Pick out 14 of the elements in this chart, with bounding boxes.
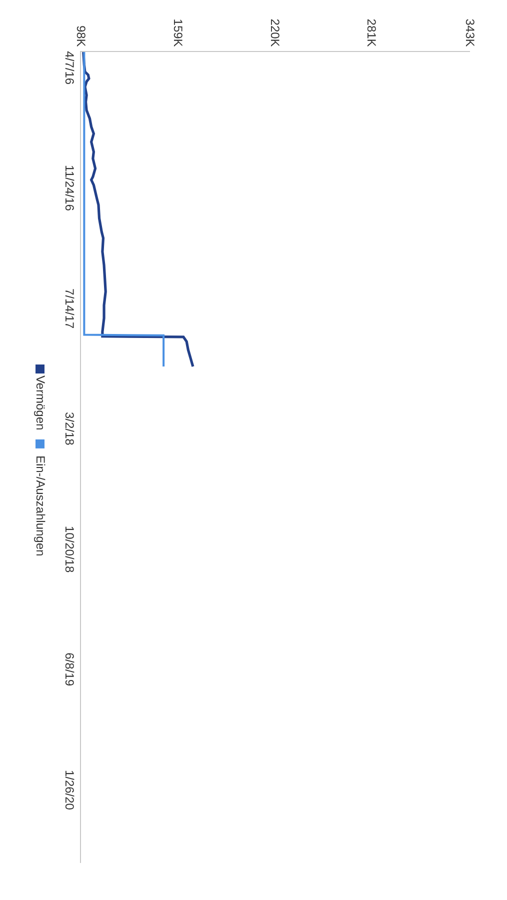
y-tick-label: 1/26/20 (62, 770, 77, 810)
x-tick-label: 220K (268, 18, 282, 47)
x-tick-label: 281K (364, 18, 379, 47)
y-tick-label: 11/24/16 (62, 165, 77, 212)
y-tick-label: 7/14/17 (62, 288, 77, 329)
legend-label: Vermögen (33, 375, 48, 430)
y-tick-label: 4/7/16 (62, 51, 77, 85)
x-tick-label: 98K (74, 25, 88, 47)
x-tick-label: 159K (170, 18, 185, 47)
y-tick-label: 10/20/18 (62, 526, 77, 573)
y-tick-label: 6/8/19 (62, 652, 77, 686)
legend-label: Ein-/Auszahlungen (33, 455, 48, 556)
y-tick-label: 3/2/18 (62, 412, 77, 446)
x-tick-label: 343K (463, 18, 478, 47)
